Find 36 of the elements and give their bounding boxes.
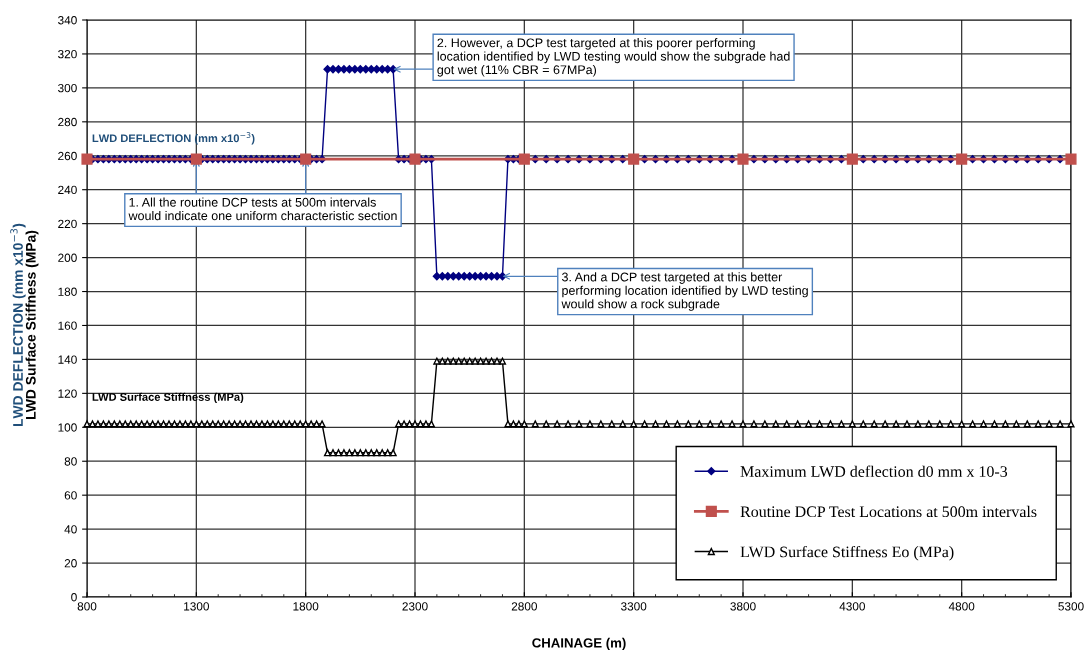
x-tick-label: 5300 bbox=[1058, 602, 1084, 611]
y-tick-label: 140 bbox=[58, 355, 77, 364]
x-tick-label: 4300 bbox=[839, 602, 865, 611]
x-tick-label: 800 bbox=[77, 602, 97, 611]
y-tick-label: 260 bbox=[58, 151, 77, 161]
y-tick-label: 60 bbox=[64, 491, 77, 500]
y-tick-label: 40 bbox=[64, 525, 77, 534]
y-tick-label: 180 bbox=[58, 287, 77, 296]
y-tick-label: 320 bbox=[58, 49, 77, 59]
annotation: 3. And a DCP test targeted at this better performing location identified by LWD testing would show a rock subgrade bbox=[561, 272, 808, 311]
y-tick-label: 0 bbox=[71, 593, 77, 602]
annotation: 2. However, a DCP test targeted at this poorer performing location identified by LWD testing would show the subgrade had got wet (11% CBR = 67MPa) bbox=[437, 38, 790, 77]
y-tick-label: 20 bbox=[64, 559, 77, 568]
legend-label: Maximum LWD deflection d0 mm x 10-3 bbox=[740, 465, 1008, 478]
x-tick-label: 2800 bbox=[511, 602, 537, 611]
y-axis-title: LWD DEFLECTION (mm x10$^{−3}$) LWD Surface Stiffness (MPa) bbox=[10, 223, 39, 427]
x-tick-label: 3300 bbox=[620, 602, 647, 611]
y-tick-label: 220 bbox=[58, 219, 77, 229]
y-tick-label: 340 bbox=[58, 16, 77, 25]
legend-label: Routine DCP Test Locations at 500m intervals bbox=[740, 505, 1037, 518]
x-tick-label: 2300 bbox=[402, 602, 428, 611]
y-tick-label: 200 bbox=[58, 253, 77, 262]
y-tick-label: 120 bbox=[58, 389, 77, 398]
x-tick-label: 4800 bbox=[948, 602, 975, 611]
y-tick-label: 100 bbox=[58, 423, 77, 432]
x-tick-label: 1800 bbox=[293, 602, 319, 611]
x-tick-label: 3800 bbox=[730, 602, 756, 611]
y-tick-label: 80 bbox=[64, 457, 77, 466]
y-tick-label: 300 bbox=[58, 83, 77, 93]
x-tick-label: 1300 bbox=[184, 602, 209, 611]
y-tick-label: 240 bbox=[58, 185, 77, 195]
y-tick-label: 160 bbox=[58, 321, 77, 330]
y-tick-label: 280 bbox=[58, 117, 77, 127]
annotation: 1. All the routine DCP tests at 500m intervals would indicate one uniform characteristic section bbox=[128, 197, 397, 221]
x-axis-title: CHAINAGE (m) bbox=[532, 637, 626, 650]
legend-label: LWD Surface Stiffness Eo (MPa) bbox=[740, 545, 954, 561]
